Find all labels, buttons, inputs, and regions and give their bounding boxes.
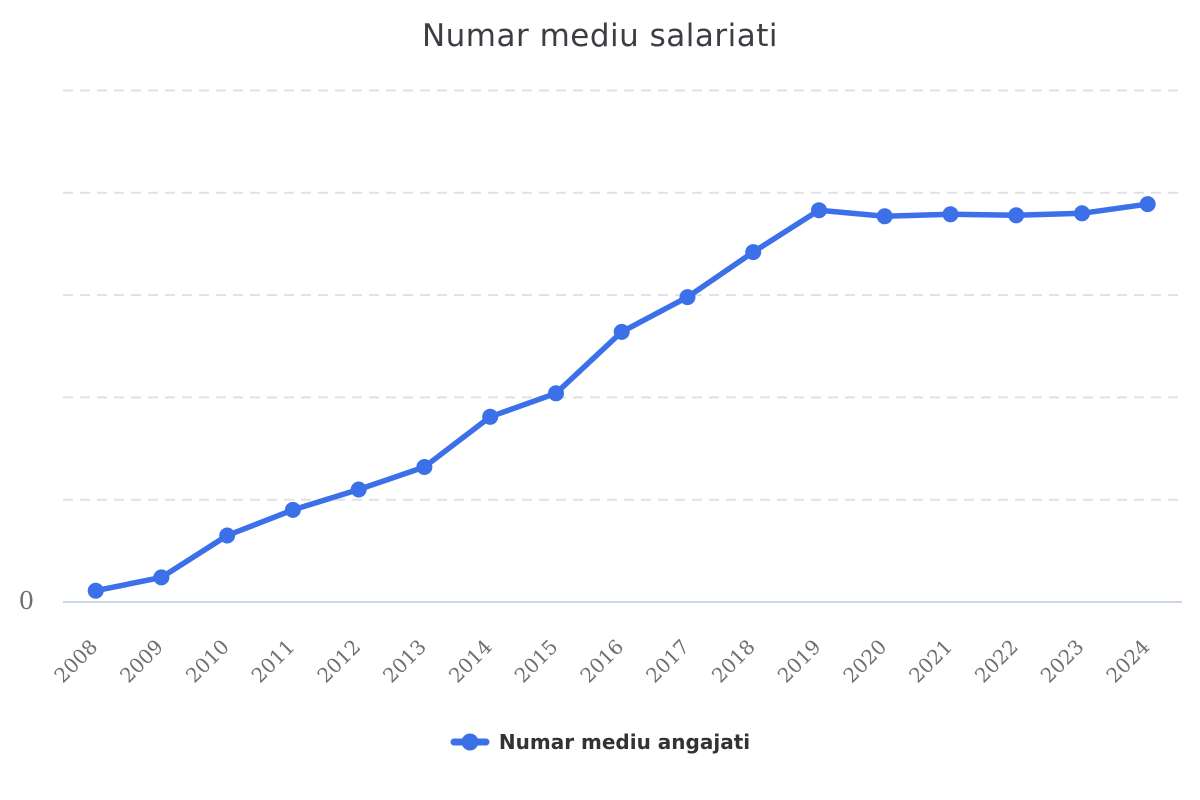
legend-item[interactable]: Numar mediu angajati [450, 730, 750, 754]
x-tick-label: 2021 [904, 635, 957, 688]
legend-label: Numar mediu angajati [498, 730, 751, 754]
x-tick-label: 2016 [575, 635, 628, 688]
x-tick-label: 2022 [970, 635, 1023, 688]
legend: Numar mediu angajati [0, 730, 1200, 754]
x-tick-label: 2023 [1036, 635, 1089, 688]
x-tick-label: 2018 [707, 635, 760, 688]
data-point [876, 208, 893, 225]
data-point [219, 527, 236, 544]
chart-title: Numar mediu salariati [421, 18, 779, 54]
data-point [942, 206, 959, 223]
x-tick-label: 2015 [510, 635, 563, 688]
data-point [811, 202, 827, 219]
data-point [745, 244, 762, 261]
y-tick-label-zero: 0 [19, 587, 34, 615]
data-point [1139, 196, 1156, 213]
data-point [416, 459, 433, 475]
x-tick-label: 2009 [115, 635, 168, 688]
legend-marker-icon [450, 733, 490, 751]
data-point [482, 408, 499, 425]
x-tick-label: 2019 [773, 635, 826, 688]
data-point [153, 569, 170, 586]
data-point [350, 481, 367, 498]
data-point [1074, 205, 1090, 222]
data-point [613, 323, 630, 340]
x-tick-label: 2020 [838, 635, 891, 688]
x-tick-label: 2017 [641, 635, 694, 688]
data-point [548, 385, 564, 402]
x-tick-label: 2014 [444, 635, 497, 688]
data-point [679, 289, 696, 306]
data-point [1008, 207, 1025, 224]
x-tick-label: 2024 [1101, 635, 1154, 688]
x-tick-label: 2013 [378, 635, 431, 688]
data-point [87, 582, 104, 599]
x-tick-label: 2010 [181, 635, 234, 688]
x-tick-label: 2012 [312, 635, 365, 688]
x-tick-label: 2011 [246, 635, 299, 688]
data-point [284, 501, 301, 518]
x-tick-label: 2008 [49, 635, 102, 688]
